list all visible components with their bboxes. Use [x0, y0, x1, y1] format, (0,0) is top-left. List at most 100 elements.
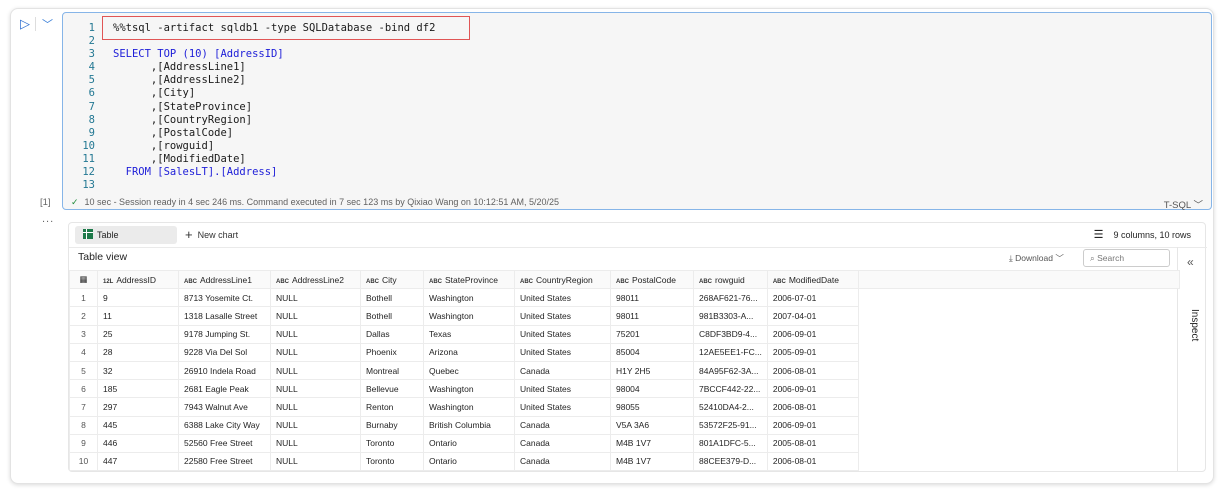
table-cell[interactable]: M4B 1V7: [610, 433, 694, 453]
table-cell[interactable]: NULL: [270, 379, 361, 399]
table-cell[interactable]: 98004: [610, 379, 694, 399]
table-cell[interactable]: Canada: [514, 433, 611, 453]
table-cell[interactable]: 447: [97, 451, 179, 472]
table-cell[interactable]: V5A 3A6: [610, 415, 694, 435]
run-cell-button[interactable]: ▷: [20, 16, 30, 31]
table-row[interactable]: 10 447 22580 Free Street NULL Toronto Ontario…: [69, 451, 1180, 472]
table-cell[interactable]: NULL: [270, 451, 361, 472]
table-cell[interactable]: Toronto: [360, 433, 424, 453]
table-cell[interactable]: Montreal: [360, 360, 424, 381]
column-header[interactable]: ABC City: [360, 269, 424, 290]
code-line[interactable]: 6 ,[City]: [63, 87, 763, 100]
collapse-icon[interactable]: «: [1187, 255, 1194, 269]
table-cell[interactable]: Canada: [514, 415, 611, 435]
code-line[interactable]: 7 ,[StateProvince]: [63, 101, 763, 114]
table-cell[interactable]: C8DF3BD9-4...: [693, 324, 768, 344]
column-header[interactable]: ABC ModifiedDate: [766, 269, 859, 290]
column-header[interactable]: ABC AddressLine2: [270, 269, 361, 290]
table-cell[interactable]: 98011: [610, 288, 694, 308]
table-cell[interactable]: NULL: [270, 415, 361, 435]
table-row[interactable]: 7 297 7943 Walnut Ave NULL Renton Washington U…: [69, 397, 1180, 417]
table-cell[interactable]: 32: [97, 360, 179, 381]
table-cell[interactable]: 297: [97, 397, 179, 417]
column-header[interactable]: ABC CountryRegion: [514, 269, 611, 290]
table-cell[interactable]: 7BCCF442-22...: [693, 379, 768, 399]
table-cell[interactable]: 801A1DFC-5...: [693, 433, 768, 453]
table-cell[interactable]: Ontario: [423, 451, 515, 472]
table-cell[interactable]: 2681 Eagle Peak: [178, 379, 271, 399]
code-line[interactable]: 9 ,[PostalCode]: [63, 127, 763, 140]
table-cell[interactable]: 98011: [610, 306, 694, 326]
language-selector[interactable]: T-SQL ﹀: [1164, 197, 1203, 211]
table-cell[interactable]: 53572F25-91...: [693, 415, 768, 435]
table-row[interactable]: 2 11 1318 Lasalle Street NULL Bothell Washing…: [69, 306, 1180, 326]
table-cell[interactable]: 12AE5EE1-FC...: [693, 342, 768, 362]
table-cell[interactable]: NULL: [270, 360, 361, 381]
table-cell[interactable]: 84A95F62-3A...: [693, 360, 768, 381]
table-cell[interactable]: Phoenix: [360, 342, 424, 362]
table-row[interactable]: 5 32 26910 Indela Road NULL Montreal Quebec Ca…: [69, 360, 1180, 381]
table-cell[interactable]: United States: [514, 379, 611, 399]
table-cell[interactable]: 26910 Indela Road: [178, 360, 271, 381]
table-cell[interactable]: Bothell: [360, 306, 424, 326]
code-lines[interactable]: 1 %%tsql -artifact sqldb1 -type SQLDataba…: [63, 22, 763, 192]
inspect-tab[interactable]: Inspect: [1189, 309, 1200, 342]
table-cell[interactable]: United States: [514, 288, 611, 308]
table-cell[interactable]: 11: [97, 306, 179, 326]
table-cell[interactable]: 6388 Lake City Way: [178, 415, 271, 435]
table-cell[interactable]: 85004: [610, 342, 694, 362]
table-cell[interactable]: 446: [97, 433, 179, 453]
table-cell[interactable]: 98055: [610, 397, 694, 417]
table-cell[interactable]: NULL: [270, 342, 361, 362]
table-cell[interactable]: NULL: [270, 397, 361, 417]
table-cell[interactable]: Burnaby: [360, 415, 424, 435]
table-cell[interactable]: Canada: [514, 451, 611, 472]
table-cell[interactable]: 75201: [610, 324, 694, 344]
table-cell[interactable]: H1Y 2H5: [610, 360, 694, 381]
table-cell[interactable]: Texas: [423, 324, 515, 344]
table-cell[interactable]: NULL: [270, 324, 361, 344]
table-cell[interactable]: 2006-09-01: [766, 324, 859, 344]
table-cell[interactable]: 9178 Jumping St.: [178, 324, 271, 344]
table-cell[interactable]: Ontario: [423, 433, 515, 453]
table-cell[interactable]: 9: [97, 288, 179, 308]
column-row-count[interactable]: ☰ 9 columns, 10 rows: [1094, 226, 1191, 244]
table-cell[interactable]: 2006-08-01: [766, 397, 859, 417]
column-header[interactable]: ABC PostalCode: [610, 269, 694, 290]
code-line[interactable]: 3 SELECT TOP (10) [AddressID]: [63, 48, 763, 61]
table-cell[interactable]: 268AF621-76...: [693, 288, 768, 308]
table-cell[interactable]: British Columbia: [423, 415, 515, 435]
code-line[interactable]: 4 ,[AddressLine1]: [63, 61, 763, 74]
table-cell[interactable]: United States: [514, 342, 611, 362]
table-cell[interactable]: 52560 Free Street: [178, 433, 271, 453]
table-cell[interactable]: 22580 Free Street: [178, 451, 271, 472]
column-header[interactable]: ABC StateProvince: [423, 269, 515, 290]
code-line[interactable]: 5 ,[AddressLine2]: [63, 74, 763, 87]
code-line[interactable]: 2: [63, 35, 763, 48]
table-cell[interactable]: 52410DA4-2...: [693, 397, 768, 417]
table-cell[interactable]: 7943 Walnut Ave: [178, 397, 271, 417]
table-cell[interactable]: Bellevue: [360, 379, 424, 399]
search-input[interactable]: ⌕ Search: [1083, 249, 1170, 267]
code-editor[interactable]: 1 %%tsql -artifact sqldb1 -type SQLDataba…: [62, 12, 1212, 211]
table-cell[interactable]: 2006-07-01: [766, 288, 859, 308]
table-tab[interactable]: Table: [75, 226, 177, 244]
select-all-icon[interactable]: ▦: [69, 269, 98, 290]
table-cell[interactable]: Arizona: [423, 342, 515, 362]
table-row[interactable]: 8 445 6388 Lake City Way NULL Burnaby British…: [69, 415, 1180, 435]
column-header[interactable]: 12L AddressID: [97, 269, 179, 290]
table-row[interactable]: 6 185 2681 Eagle Peak NULL Bellevue Washingto…: [69, 379, 1180, 399]
table-cell[interactable]: Washington: [423, 379, 515, 399]
table-cell[interactable]: M4B 1V7: [610, 451, 694, 472]
table-cell[interactable]: 2006-08-01: [766, 360, 859, 381]
code-line[interactable]: 1 %%tsql -artifact sqldb1 -type SQLDataba…: [63, 22, 763, 35]
more-options-button[interactable]: ...: [42, 213, 55, 225]
table-cell[interactable]: 981B3303-A...: [693, 306, 768, 326]
column-header[interactable]: ABC rowguid: [693, 269, 768, 290]
table-cell[interactable]: 2005-08-01: [766, 433, 859, 453]
table-row[interactable]: 3 25 9178 Jumping St. NULL Dallas Texas United…: [69, 324, 1180, 344]
table-cell[interactable]: 2006-08-01: [766, 451, 859, 472]
code-line[interactable]: 12 FROM [SalesLT].[Address]: [63, 166, 763, 179]
table-cell[interactable]: NULL: [270, 288, 361, 308]
table-cell[interactable]: Bothell: [360, 288, 424, 308]
